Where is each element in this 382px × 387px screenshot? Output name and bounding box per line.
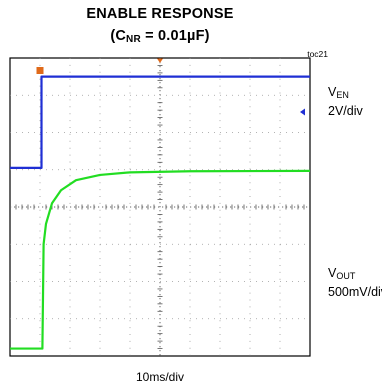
chart-subtitle: (CNR = 0.01µF) [0,28,320,45]
subtitle-suffix: = 0.01µF) [140,28,210,44]
vout-name: V [328,266,337,280]
plot-grid [10,58,310,356]
trace-ven [10,75,310,169]
plot-traces [10,75,311,350]
vout-label: VOUT 500mV/div [328,265,382,300]
vout-scale: 500mV/div [328,285,382,299]
chart-title: ENABLE RESPONSE [86,6,234,22]
subtitle-subscript: NR [126,34,141,45]
plot-markers [36,58,305,116]
ven-name-sub: EN [336,90,349,100]
channel-level-marker [300,108,305,116]
trace-vout [10,169,311,350]
trigger-marker [157,58,163,63]
ven-name: V [328,85,337,99]
figure-id: toc21 [307,49,328,59]
ven-scale: 2V/div [328,104,363,118]
time-scale: 10ms/div [135,370,185,384]
subtitle-prefix: (C [110,28,127,44]
ven-label: VEN 2V/div [328,84,363,119]
vout-name-sub: OUT [336,271,356,281]
trigger-position-marker [36,67,44,74]
